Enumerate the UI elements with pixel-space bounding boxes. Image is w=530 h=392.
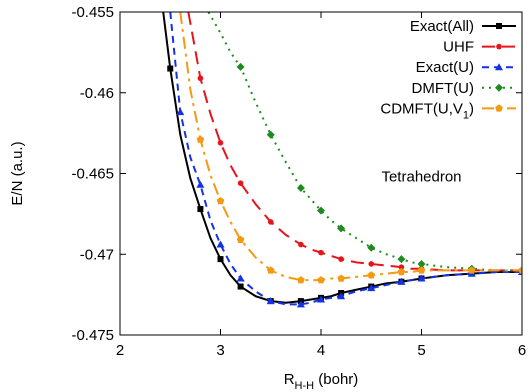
x-tick-label: 4 bbox=[317, 342, 325, 359]
legend-label: CDMFT(U,V1) bbox=[380, 100, 474, 121]
x-tick-label: 6 bbox=[518, 342, 526, 359]
data-point-exact-u bbox=[196, 180, 205, 188]
data-point-cdmft-u-v1 bbox=[397, 268, 406, 276]
series-cdmft-u-v1 bbox=[179, 12, 522, 284]
legend-marker bbox=[496, 23, 502, 29]
data-point-exact-all bbox=[217, 256, 224, 263]
data-point-cdmft-u-v1 bbox=[367, 271, 376, 279]
x-tick-label: 2 bbox=[116, 342, 124, 359]
data-point-cdmft-u-v1 bbox=[216, 196, 225, 205]
legend-item-exact-u: Exact(U) bbox=[416, 59, 516, 76]
legend-marker bbox=[495, 63, 503, 71]
data-point-exact-u bbox=[216, 240, 225, 248]
data-point-cdmft-u-v1 bbox=[317, 276, 325, 284]
data-point-exact-all bbox=[197, 206, 204, 213]
data-point-exact-u bbox=[266, 297, 275, 305]
data-point-dmft-u bbox=[337, 224, 346, 233]
legend-item-uhf: UHF bbox=[443, 39, 516, 56]
data-point-exact-u bbox=[397, 277, 406, 285]
annotation-label: Tetrahedron bbox=[381, 169, 461, 186]
legend-item-cdmft-u-v1: CDMFT(U,V1) bbox=[380, 100, 516, 121]
legend-marker bbox=[495, 104, 503, 112]
y-tick-label: -0.47 bbox=[80, 246, 114, 263]
y-tick-label: -0.455 bbox=[71, 4, 114, 21]
data-point-uhf bbox=[267, 219, 274, 225]
axes: 2 3 4 5 6 -0.475 -0.47 -0.465 -0.46 -0.455 RH-H (b… bbox=[9, 4, 526, 392]
data-point-dmft-u bbox=[367, 243, 376, 252]
data-point-exact-u bbox=[317, 295, 325, 303]
legend-label: Exact(All) bbox=[410, 18, 474, 35]
data-point-exact-u bbox=[417, 274, 426, 282]
legend: Exact(All) UHF Exact(U) DMFT(U) CDMFT(U,V1) bbox=[380, 18, 516, 121]
legend-label: Exact(U) bbox=[416, 59, 474, 76]
data-point-uhf bbox=[398, 264, 405, 270]
data-point-uhf bbox=[237, 180, 244, 186]
x-tick-label: 5 bbox=[417, 342, 425, 359]
data-point-uhf bbox=[338, 256, 344, 262]
data-point-cdmft-u-v1 bbox=[518, 266, 522, 274]
series-uhf bbox=[187, 12, 522, 274]
data-point-cdmft-u-v1 bbox=[467, 266, 476, 274]
data-point-exact-all bbox=[237, 283, 244, 290]
data-point-dmft-u bbox=[317, 206, 325, 215]
legend-label: DMFT(U) bbox=[412, 80, 474, 97]
data-point-cdmft-u-v1 bbox=[337, 274, 345, 282]
data-point-exact-all bbox=[167, 65, 174, 72]
legend-label: UHF bbox=[443, 39, 474, 56]
series-exact-all bbox=[162, 12, 522, 305]
data-point-dmft-u bbox=[296, 184, 305, 193]
data-point-dmft-u bbox=[236, 62, 245, 71]
y-tick-label: -0.475 bbox=[71, 327, 114, 344]
data-point-uhf bbox=[368, 261, 375, 267]
plot-area bbox=[162, 12, 522, 308]
legend-marker bbox=[496, 43, 502, 50]
y-tick-label: -0.465 bbox=[71, 166, 114, 183]
data-point-uhf bbox=[298, 241, 304, 248]
data-point-exact-u bbox=[367, 284, 376, 292]
data-point-cdmft-u-v1 bbox=[266, 266, 275, 274]
data-point-uhf bbox=[217, 140, 224, 146]
data-point-uhf bbox=[318, 249, 324, 256]
data-point-uhf bbox=[197, 75, 204, 82]
data-point-cdmft-u-v1 bbox=[196, 135, 205, 143]
legend-item-dmft-u: DMFT(U) bbox=[412, 80, 516, 97]
data-point-cdmft-u-v1 bbox=[297, 276, 305, 284]
data-point-dmft-u bbox=[266, 130, 275, 139]
data-point-dmft-u bbox=[397, 255, 406, 264]
data-point-cdmft-u-v1 bbox=[417, 266, 426, 274]
series-dmft-u bbox=[207, 12, 522, 275]
y-tick-label: -0.46 bbox=[80, 85, 114, 102]
legend-item-exact-all: Exact(All) bbox=[410, 18, 516, 35]
series-line-dmft-u bbox=[207, 12, 522, 272]
series-line-exact-all bbox=[162, 12, 522, 304]
x-tick-label: 3 bbox=[216, 342, 224, 359]
data-point-cdmft-u-v1 bbox=[236, 235, 245, 243]
legend-marker bbox=[495, 83, 503, 92]
data-point-exact-u bbox=[176, 108, 185, 116]
data-point-dmft-u bbox=[417, 259, 426, 268]
data-point-exact-u bbox=[296, 300, 305, 308]
data-point-exact-u bbox=[236, 274, 245, 282]
data-point-exact-u bbox=[337, 292, 346, 300]
x-axis-label: RH-H (bohr) bbox=[284, 371, 359, 392]
y-axis-label: E/N (a.u.) bbox=[9, 141, 26, 205]
